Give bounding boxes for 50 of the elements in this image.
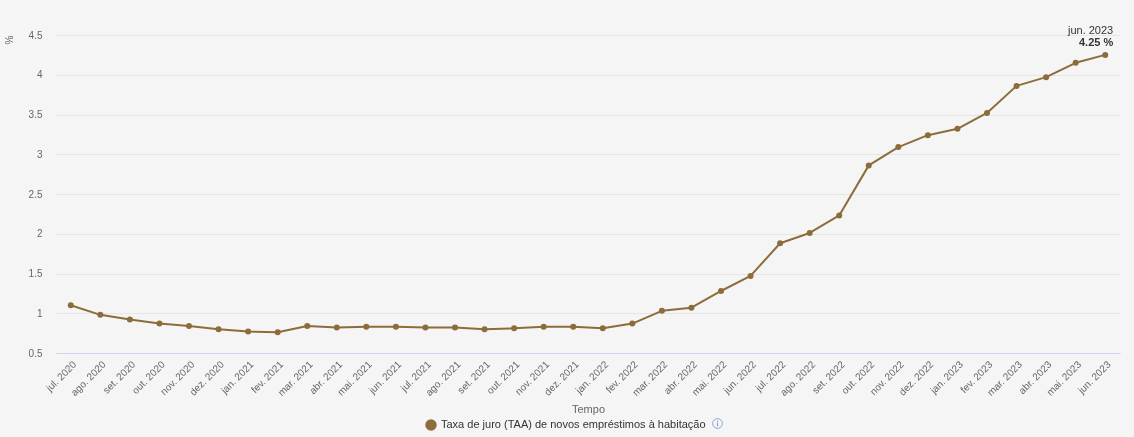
point — [156, 320, 163, 327]
point — [1072, 59, 1079, 66]
point — [747, 272, 754, 279]
point — [333, 324, 340, 331]
point — [688, 304, 695, 311]
point — [865, 162, 872, 169]
point — [777, 240, 784, 247]
point — [1102, 51, 1109, 58]
point — [245, 328, 252, 335]
annotation: 4.25 % — [1078, 35, 1114, 48]
y-tick-label: 1.5 — [28, 268, 43, 279]
point — [984, 109, 990, 116]
point — [629, 320, 636, 327]
y-tick-label: 4.5 — [28, 29, 43, 41]
point — [97, 311, 104, 318]
x-axis-title: Tempo — [571, 403, 606, 416]
point — [422, 324, 429, 331]
point — [186, 322, 192, 329]
y-tick-label: 2.5 — [28, 188, 43, 200]
y-tick-label: 3 — [36, 148, 43, 160]
point — [363, 323, 370, 330]
annotation: jun. 2023 — [1066, 23, 1114, 36]
point — [511, 325, 518, 332]
point — [954, 125, 961, 132]
y-tick-label: 0.5 — [28, 347, 43, 359]
point — [806, 229, 813, 236]
point — [1043, 74, 1050, 81]
point — [540, 323, 547, 330]
point — [67, 302, 74, 309]
point — [924, 132, 931, 139]
point — [126, 316, 133, 323]
y-tick-label: 3.5 — [28, 109, 43, 120]
point — [1013, 82, 1020, 89]
point — [392, 323, 399, 330]
legend-label: Taxa de juro (TAA) de novos empréstimos à habitação — [441, 418, 706, 430]
point — [304, 322, 311, 329]
point — [274, 329, 281, 336]
point — [658, 307, 665, 314]
point — [481, 326, 488, 333]
y-axis-title: % — [3, 35, 15, 45]
point — [215, 326, 222, 333]
point — [570, 323, 577, 330]
point — [836, 212, 843, 219]
point — [599, 325, 606, 332]
y-tick-label: 1 — [36, 307, 43, 319]
y-tick-label: 2 — [36, 228, 43, 240]
y-tick-label: 4 — [36, 69, 43, 81]
point — [895, 144, 902, 151]
point — [452, 324, 458, 331]
point — [718, 288, 724, 294]
